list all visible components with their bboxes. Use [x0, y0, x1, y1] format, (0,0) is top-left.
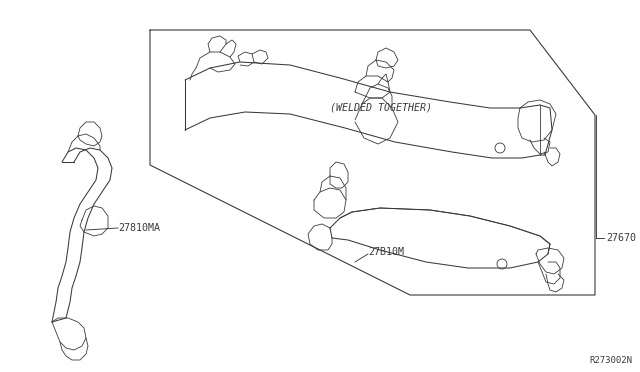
- Text: 27670: 27670: [606, 233, 636, 243]
- Text: 27810MA: 27810MA: [118, 223, 160, 233]
- Text: R273002N: R273002N: [589, 356, 632, 365]
- Text: (WELDED TOGETHER): (WELDED TOGETHER): [330, 103, 432, 113]
- Text: 27B10M: 27B10M: [368, 247, 404, 257]
